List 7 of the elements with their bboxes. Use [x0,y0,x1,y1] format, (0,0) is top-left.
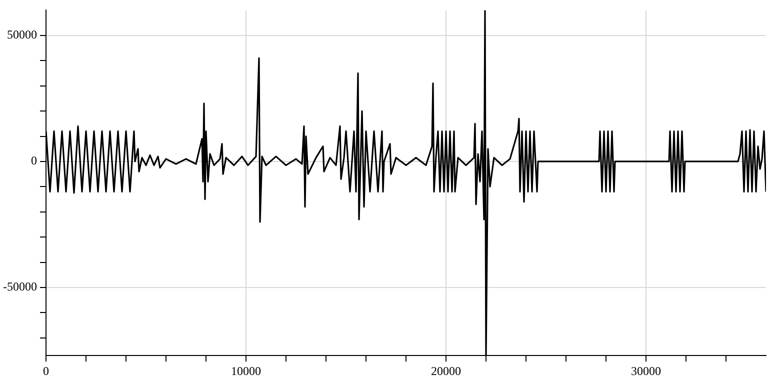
x-tick-label: 0 [42,364,49,378]
y-tick-label: -50000 [2,280,37,294]
x-tick-label: 10000 [230,364,261,378]
y-tick-label: 50000 [6,28,37,42]
x-tick-label: 30000 [631,364,661,378]
y-tick-label: 0 [30,154,37,168]
x-tick-label: 20000 [431,364,461,378]
